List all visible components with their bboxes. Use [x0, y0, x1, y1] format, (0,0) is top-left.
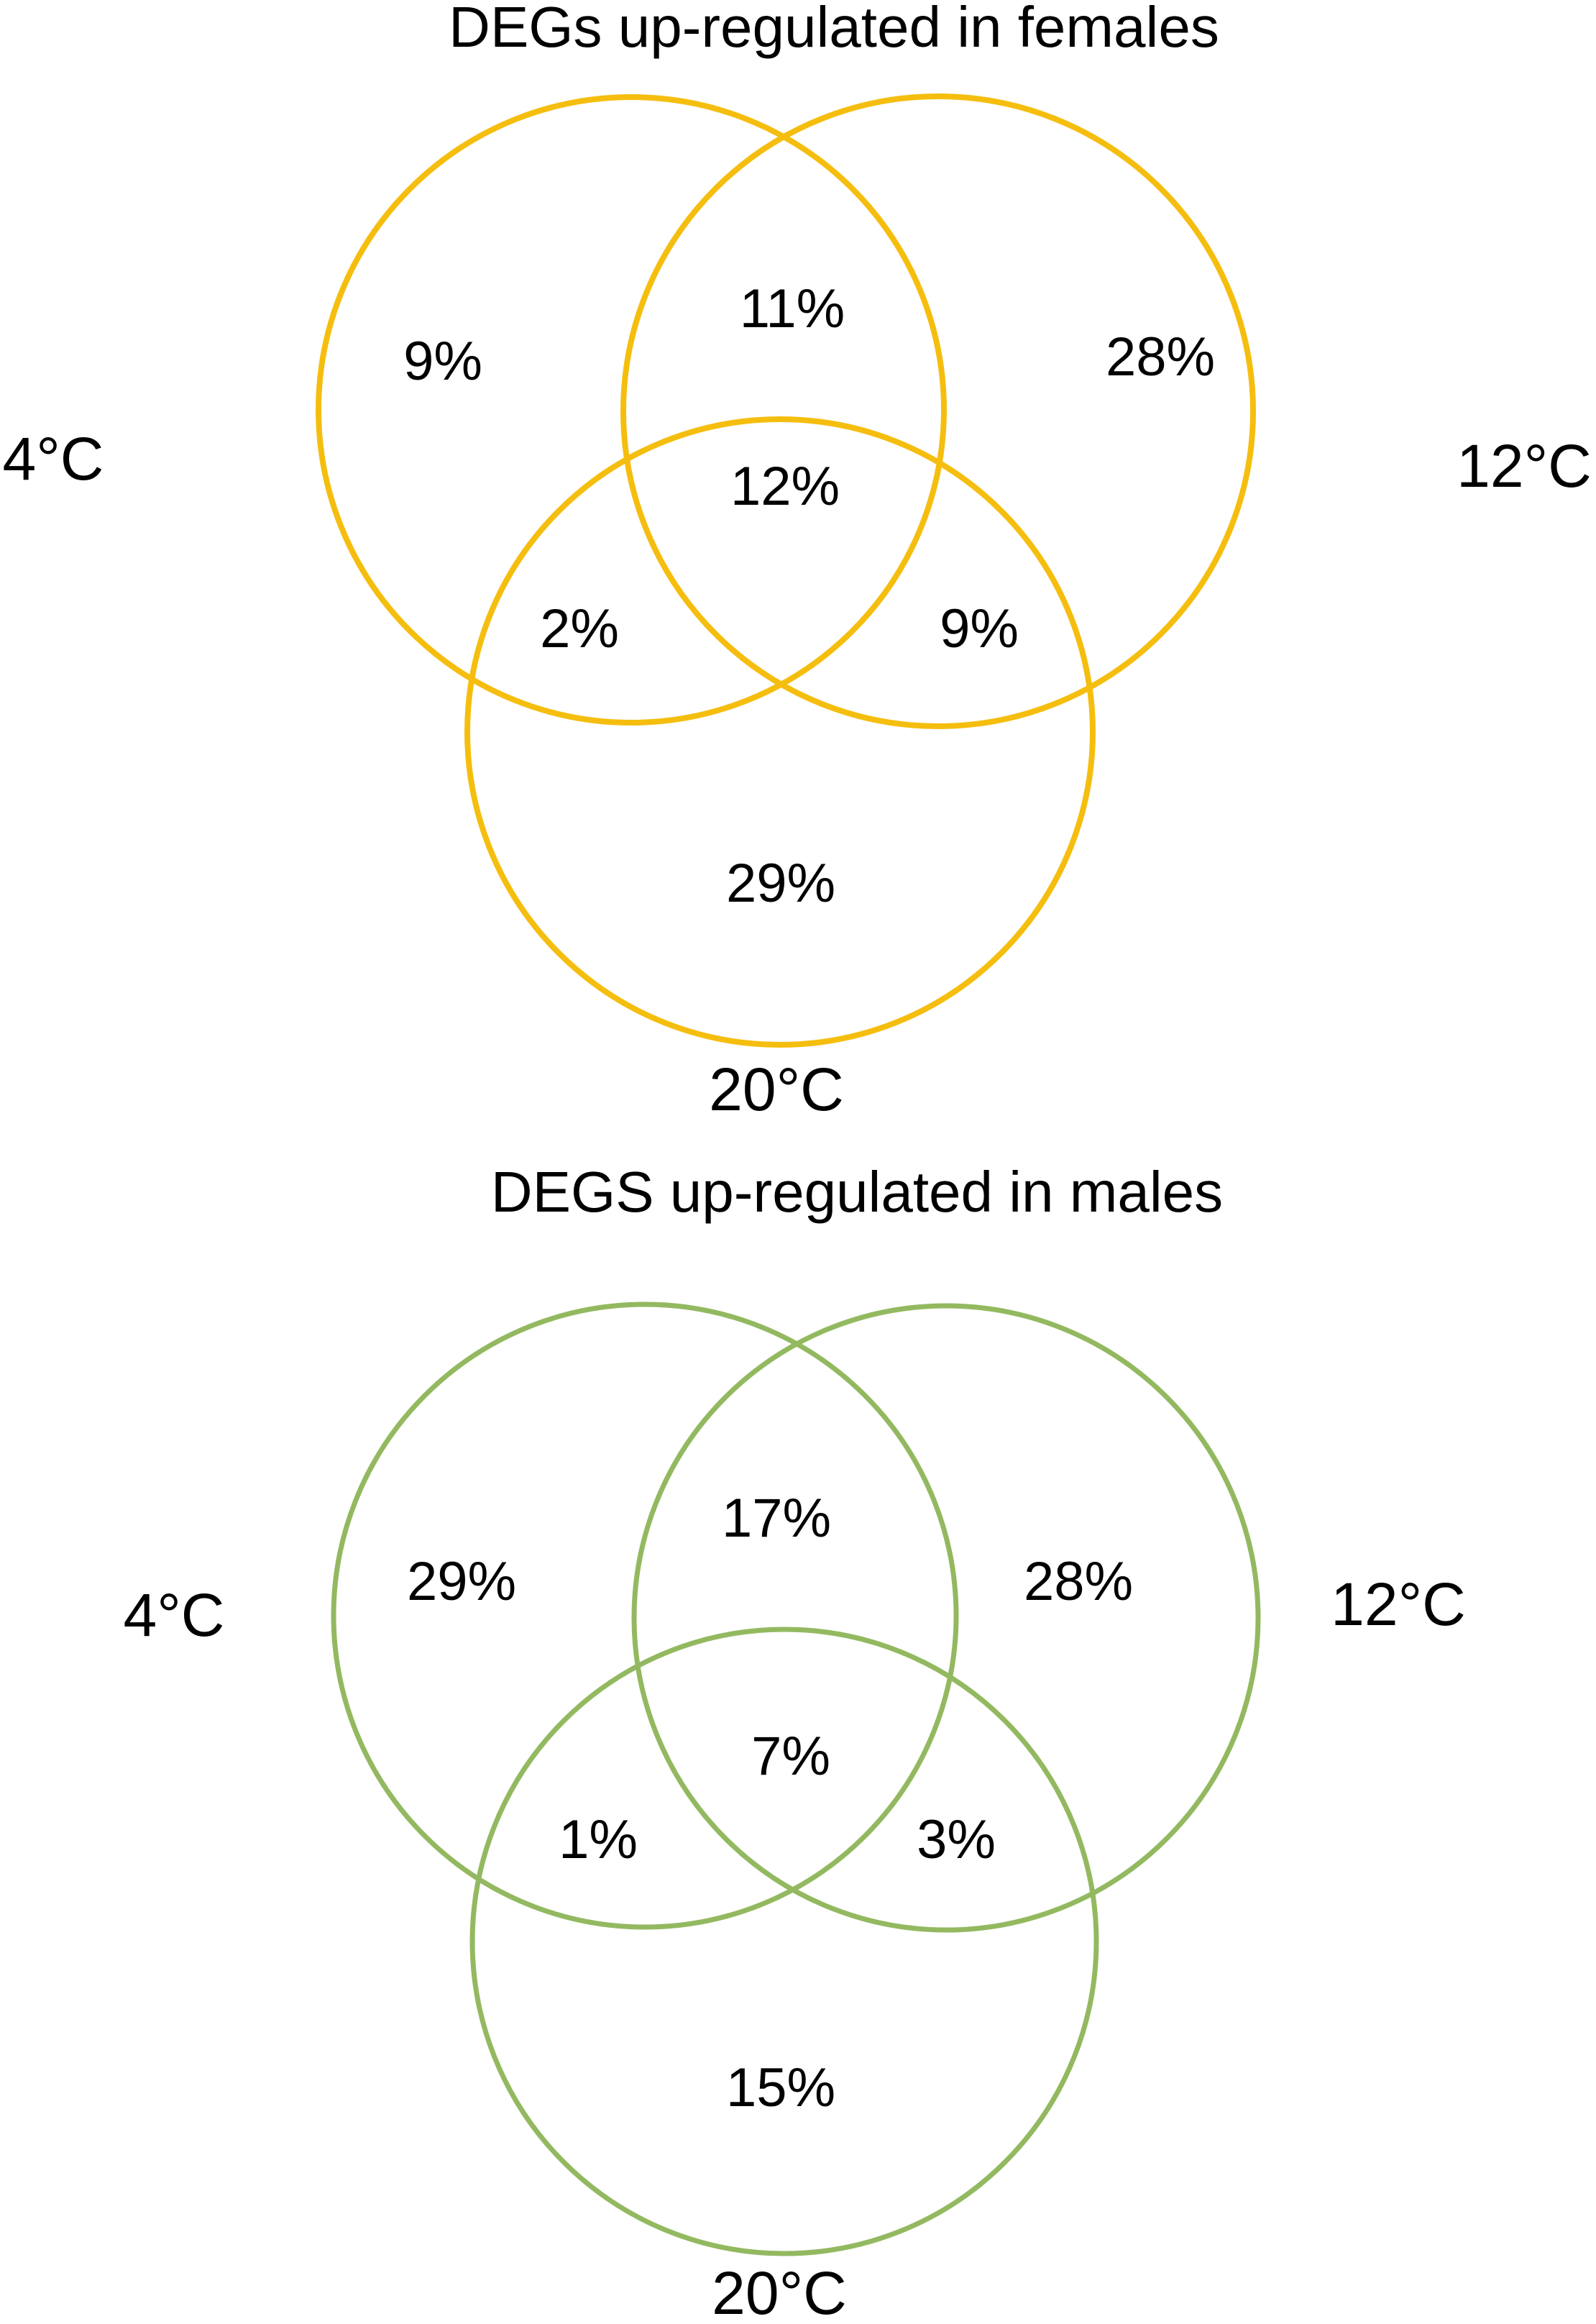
males-region-4c-12c: 17%	[722, 1488, 831, 1549]
males-region-20c-only: 15%	[726, 2057, 835, 2118]
females-region-12c-20c: 9%	[940, 598, 1019, 659]
males-region-4c-only: 29%	[407, 1551, 516, 1612]
males-region-12c-20c: 3%	[917, 1809, 996, 1870]
females-label-4c: 4°C	[3, 425, 104, 493]
females-label-20c: 20°C	[709, 1056, 844, 1123]
males-label-12c: 12°C	[1331, 1570, 1466, 1638]
females-region-all: 12%	[730, 456, 840, 517]
males-region-4c-20c: 1%	[559, 1809, 638, 1870]
females-title: DEGs up-regulated in females	[449, 0, 1219, 59]
males-region-12c-only: 28%	[1024, 1551, 1133, 1612]
females-label-12c: 12°C	[1457, 432, 1592, 500]
females-region-20c-only: 29%	[726, 853, 835, 914]
males-circle-4c	[331, 1301, 959, 1930]
females-region-4c-only: 9%	[403, 331, 482, 392]
females-venn: DEGs up-regulated in females 4°C 12°C 20…	[3, 0, 1592, 1123]
females-circle-4c	[316, 94, 947, 726]
females-region-4c-20c: 2%	[540, 598, 619, 659]
males-circle-20c	[469, 1627, 1099, 2256]
males-region-all: 7%	[751, 1726, 830, 1787]
males-label-4c: 4°C	[124, 1581, 225, 1649]
males-title: DEGS up-regulated in males	[491, 1160, 1223, 1224]
males-circle-12c	[631, 1303, 1261, 1933]
females-region-4c-12c: 11%	[740, 278, 845, 339]
females-circle-20c	[464, 416, 1096, 1048]
males-venn: DEGS up-regulated in males 4°C 12°C 20°C…	[124, 1160, 1466, 2324]
females-circle-12c	[620, 93, 1256, 729]
females-region-12c-only: 28%	[1106, 326, 1215, 388]
males-label-20c: 20°C	[712, 2259, 847, 2324]
